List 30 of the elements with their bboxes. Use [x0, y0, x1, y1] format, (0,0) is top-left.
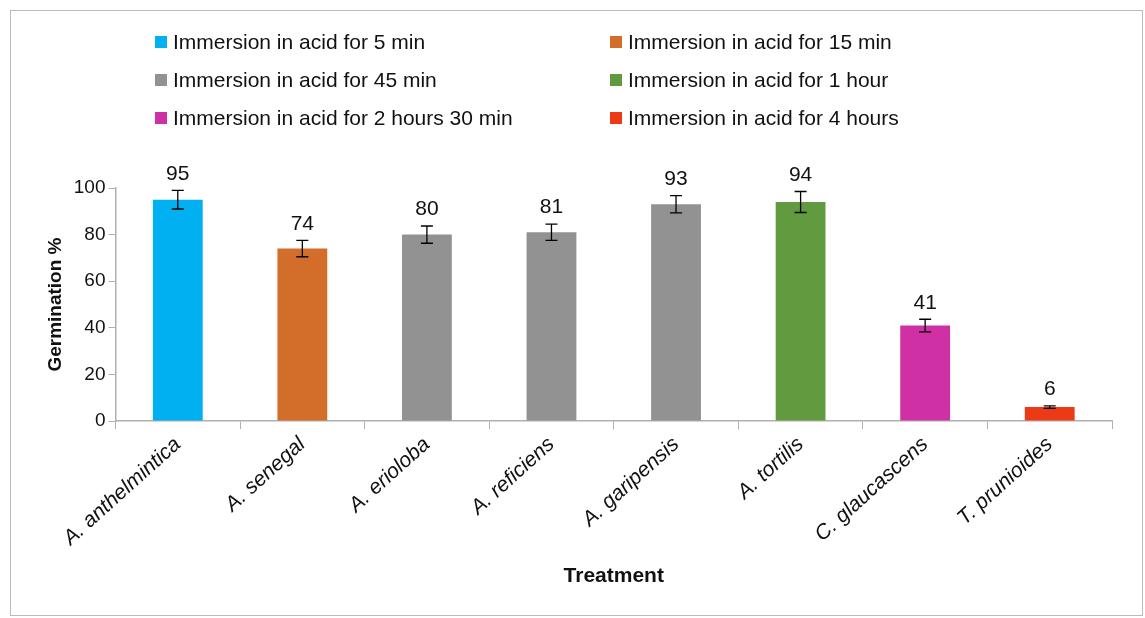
- legend-label: Immersion in acid for 1 hour: [628, 68, 889, 92]
- bar: [775, 201, 826, 421]
- legend-label: Immersion in acid for 45 min: [173, 68, 437, 92]
- legend-label: Immersion in acid for 5 min: [173, 30, 426, 54]
- data-label: 81: [539, 194, 564, 218]
- y-tick-label: 60: [84, 269, 106, 291]
- y-tick-label: 80: [84, 222, 106, 244]
- bar: [401, 234, 452, 421]
- y-tick-label: 100: [73, 176, 106, 198]
- bar: [526, 232, 577, 421]
- data-label: 41: [913, 289, 937, 313]
- legend-label: Immersion in acid for 2 hours 30 min: [173, 106, 513, 130]
- data-label: 6: [1043, 376, 1056, 400]
- bar: [651, 204, 701, 421]
- y-tick-label: 0: [94, 409, 106, 431]
- data-label: 94: [788, 161, 813, 185]
- y-tick-label: 20: [84, 362, 106, 384]
- y-tick-label: 40: [84, 316, 106, 338]
- data-label: 80: [415, 196, 439, 220]
- bar: [277, 248, 328, 421]
- data-label: 74: [290, 210, 315, 234]
- bar: [1024, 407, 1075, 421]
- legend-label: Immersion in acid for 15 min: [628, 30, 892, 54]
- bar: [152, 199, 203, 421]
- y-axis-title: Germination %: [43, 237, 65, 372]
- data-label: 93: [664, 165, 688, 189]
- legend-label: Immersion in acid for 4 hours: [628, 106, 899, 130]
- data-label: 95: [166, 160, 190, 184]
- bar: [900, 325, 951, 421]
- x-axis-title: Treatment: [563, 563, 664, 587]
